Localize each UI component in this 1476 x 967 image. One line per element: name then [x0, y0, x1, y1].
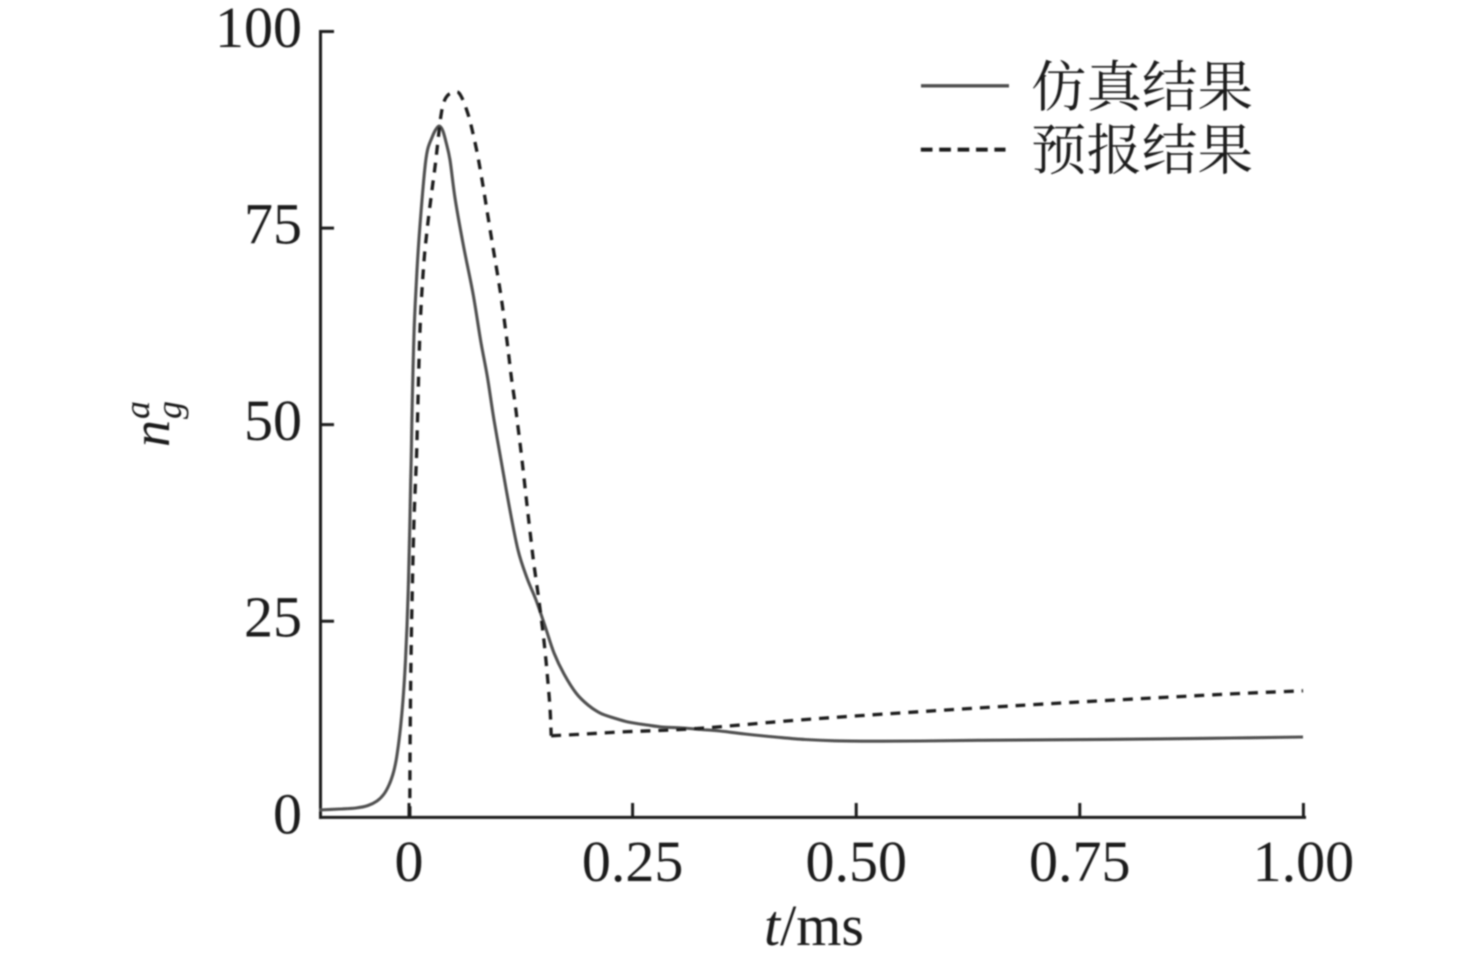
svg-text:0.50: 0.50	[805, 829, 907, 894]
svg-text:0: 0	[273, 781, 302, 846]
svg-text:g: g	[149, 401, 189, 419]
svg-text:t/ms: t/ms	[764, 893, 864, 958]
svg-text:1.00: 1.00	[1253, 829, 1355, 894]
svg-text:100: 100	[215, 0, 302, 60]
svg-text:n: n	[121, 420, 181, 447]
svg-text:25: 25	[244, 585, 302, 650]
svg-text:75: 75	[244, 192, 302, 257]
svg-text:0: 0	[395, 829, 424, 894]
svg-text:0.25: 0.25	[582, 829, 684, 894]
svg-text:50: 50	[244, 388, 302, 453]
svg-text:0.75: 0.75	[1029, 829, 1131, 894]
svg-text:a: a	[117, 401, 157, 419]
